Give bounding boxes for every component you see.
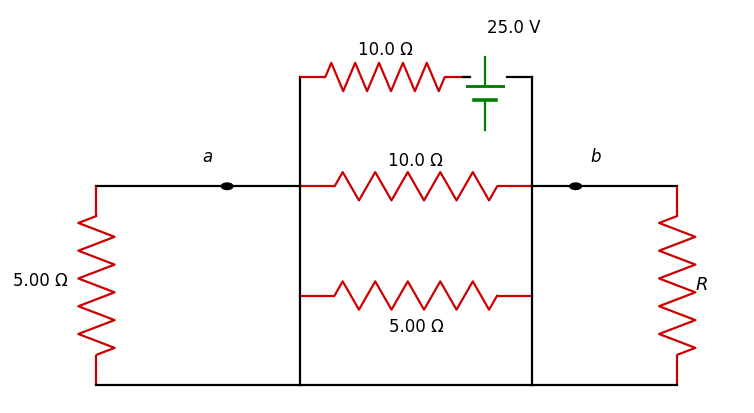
Text: b: b: [590, 148, 601, 166]
Text: 10.0 Ω: 10.0 Ω: [357, 41, 412, 59]
Text: R: R: [695, 276, 708, 294]
Text: 25.0 V: 25.0 V: [487, 19, 541, 36]
Text: a: a: [202, 148, 213, 166]
Circle shape: [222, 183, 233, 190]
Text: 5.00 Ω: 5.00 Ω: [388, 318, 443, 336]
Circle shape: [570, 183, 581, 190]
Text: 10.0 Ω: 10.0 Ω: [388, 152, 443, 170]
Text: 5.00 Ω: 5.00 Ω: [13, 272, 67, 290]
